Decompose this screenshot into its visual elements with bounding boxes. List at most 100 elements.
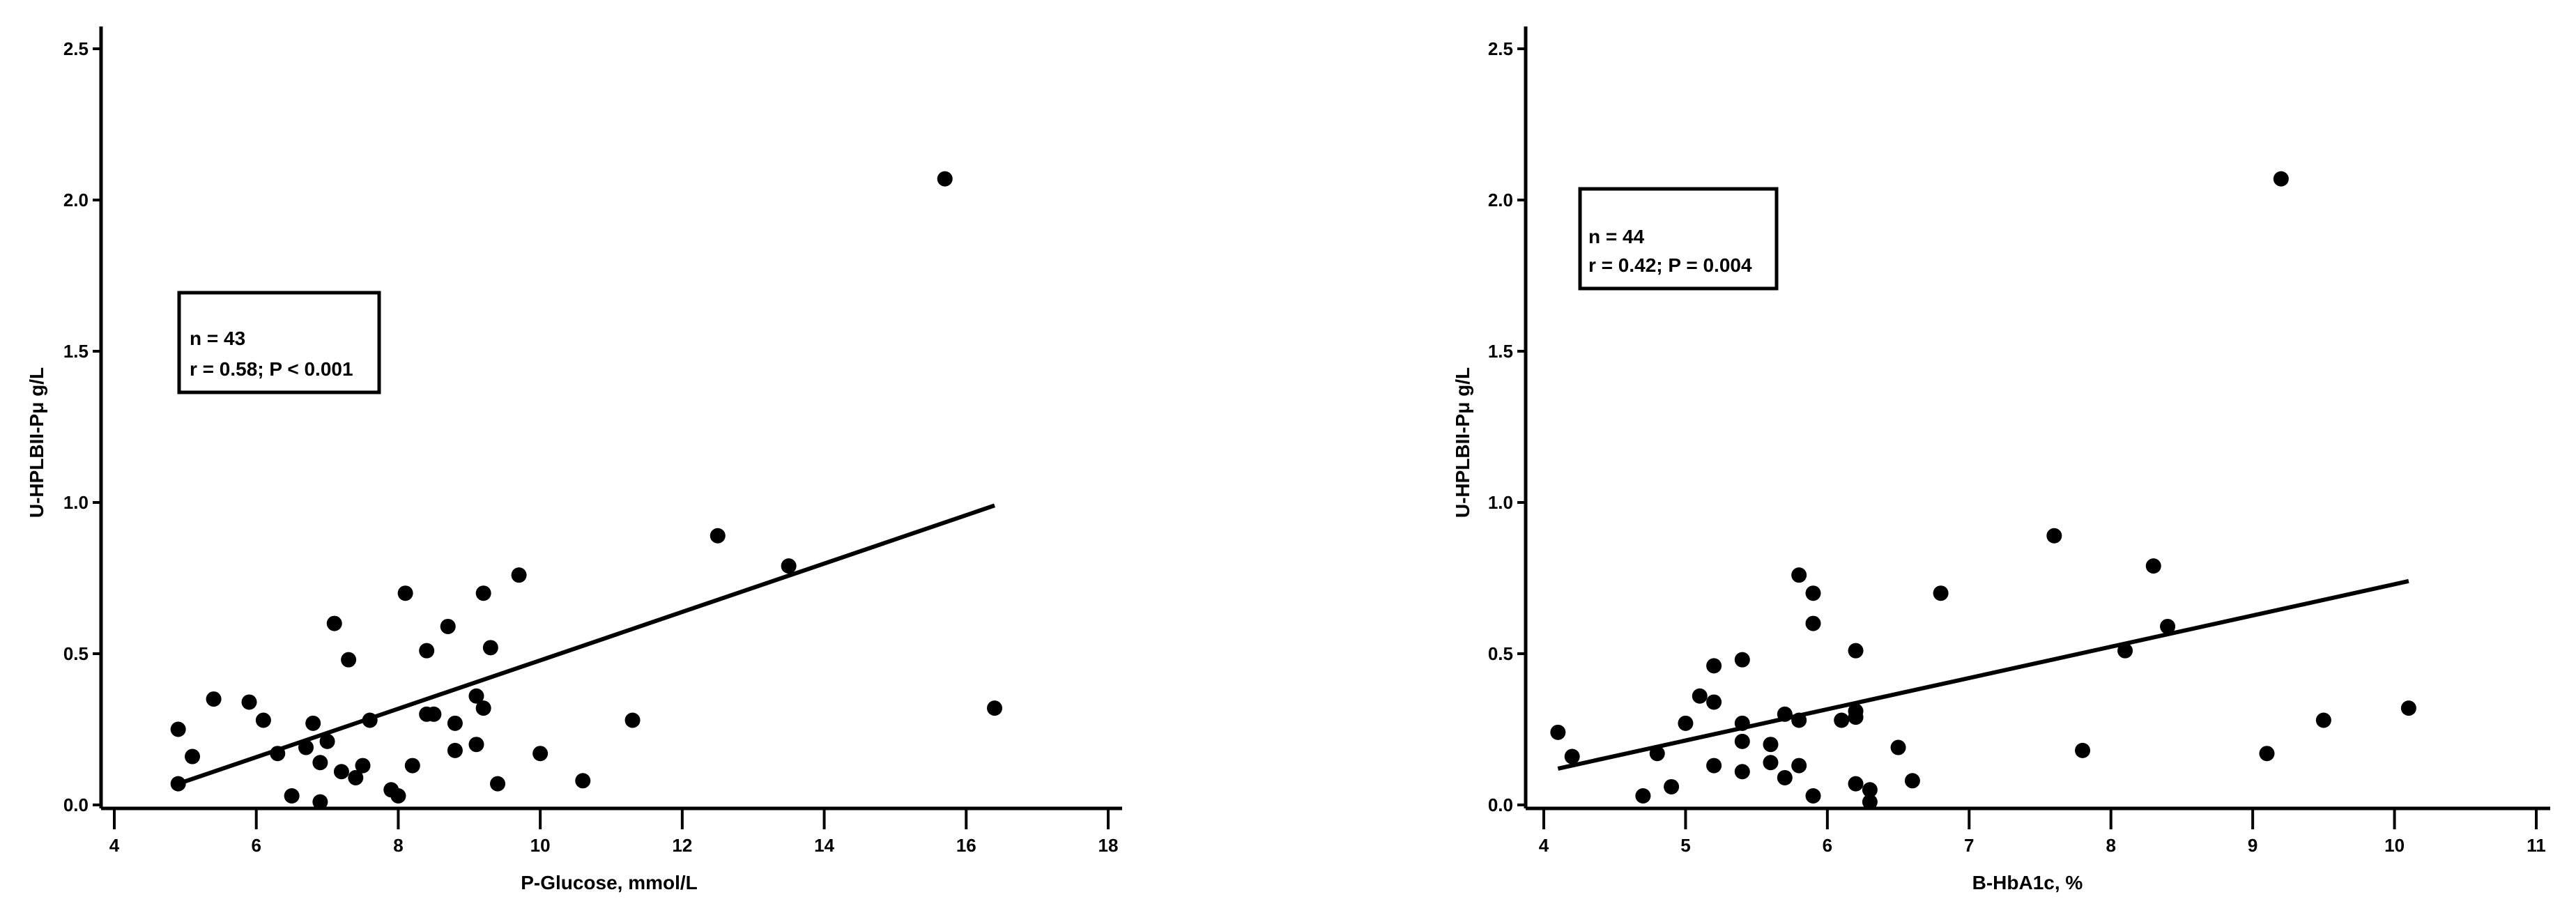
data-point — [241, 694, 257, 710]
x-tick-label: 11 — [2527, 835, 2546, 856]
y-tick-label: 2.0 — [1488, 190, 1513, 210]
data-point — [206, 691, 222, 707]
y-tick-label: 1.0 — [63, 492, 89, 513]
x-tick-label: 16 — [956, 835, 976, 856]
data-point — [355, 758, 371, 774]
data-point — [2400, 700, 2416, 716]
data-point — [1862, 794, 1878, 810]
data-point — [447, 715, 463, 731]
data-point — [1550, 724, 1566, 740]
stats-correlation-text: r = 0.42; P = 0.004 — [1588, 254, 1752, 276]
data-point — [490, 776, 506, 792]
x-tick-label: 10 — [2384, 835, 2405, 856]
regression-line — [1557, 578, 2409, 771]
x-tick-label: 14 — [814, 835, 834, 856]
data-point — [987, 700, 1003, 716]
glucose-scatter-chart: n = 43 r = 0.58; P < 0.001 P-Glucose, mm… — [26, 26, 1122, 893]
stats-correlation-text: r = 0.58; P < 0.001 — [190, 358, 353, 380]
data-point — [440, 618, 456, 634]
data-point — [482, 640, 498, 656]
data-point — [1933, 585, 1949, 601]
y-tick-label: 0.5 — [1488, 643, 1513, 664]
y-tick-label: 1.5 — [1488, 341, 1513, 362]
data-point — [2117, 643, 2133, 659]
data-point — [305, 715, 321, 731]
data-point — [1734, 715, 1750, 731]
y-tick-label: 0.0 — [1488, 794, 1513, 815]
data-point — [1904, 773, 1920, 789]
stats-box — [1578, 187, 1779, 291]
data-point — [390, 787, 406, 804]
data-point — [1805, 615, 1821, 631]
data-point — [532, 746, 549, 762]
data-point — [270, 746, 286, 762]
x-tick-label: 12 — [672, 835, 692, 856]
x-tick-label: 10 — [530, 835, 551, 856]
data-point — [2160, 618, 2176, 634]
y-axis-title: U-HPLBII-Pμ g/L — [26, 367, 47, 518]
data-point — [710, 528, 726, 544]
hba1c-scatter-chart: n = 44 r = 0.42; P = 0.004 B-HbA1c, % U-… — [1452, 26, 2550, 893]
data-point — [1862, 782, 1878, 798]
data-point — [1805, 585, 1821, 601]
data-point — [1848, 709, 1864, 725]
data-point — [1706, 658, 1722, 674]
data-point — [1734, 764, 1750, 780]
data-point — [1777, 706, 1793, 722]
data-point — [1777, 769, 1793, 785]
data-point — [937, 171, 953, 187]
data-point — [1706, 758, 1722, 774]
data-point — [348, 769, 364, 785]
data-point — [2145, 558, 2161, 574]
data-point — [1678, 715, 1694, 731]
data-point — [575, 773, 591, 789]
data-point — [1834, 712, 1850, 728]
data-point — [419, 643, 435, 659]
data-point — [1635, 787, 1651, 804]
x-tick-label: 8 — [2106, 835, 2115, 856]
data-point — [1763, 737, 1779, 753]
data-point — [468, 737, 484, 753]
stats-n-text: n = 44 — [1588, 226, 1645, 247]
data-point — [185, 748, 201, 765]
stats-n-text: n = 43 — [190, 328, 245, 349]
x-tick-label: 8 — [393, 835, 403, 856]
data-point — [397, 585, 413, 601]
data-point — [1848, 776, 1864, 792]
x-axis-title: P-Glucose, mmol/L — [521, 872, 698, 893]
data-point — [511, 567, 527, 583]
y-tick-label: 0.5 — [63, 643, 89, 664]
data-point — [2315, 712, 2331, 728]
y-tick-label: 2.0 — [63, 190, 89, 210]
data-point — [1805, 787, 1821, 804]
data-point — [341, 652, 357, 668]
data-point — [468, 688, 484, 704]
data-point — [475, 700, 491, 716]
data-point — [1692, 688, 1708, 704]
x-axis-title: B-HbA1c, % — [1972, 872, 2083, 893]
data-point — [1791, 712, 1807, 728]
data-point — [284, 787, 300, 804]
data-point — [312, 755, 328, 771]
data-point — [312, 794, 328, 810]
data-point — [1848, 643, 1864, 659]
x-tick-label: 4 — [1539, 835, 1549, 856]
regression-line — [177, 503, 995, 786]
data-point — [1734, 733, 1750, 749]
x-tick-label: 9 — [2248, 835, 2257, 856]
data-point — [624, 712, 641, 728]
data-point — [333, 764, 349, 780]
data-point — [475, 585, 491, 601]
x-tick-label: 7 — [1964, 835, 1974, 856]
data-point — [2046, 528, 2062, 544]
data-point — [1791, 567, 1807, 583]
data-point — [319, 733, 335, 749]
data-point — [1649, 746, 1665, 762]
data-point — [1791, 758, 1807, 774]
data-point — [426, 706, 442, 722]
stats-box — [177, 291, 381, 394]
data-point — [1564, 748, 1580, 765]
data-point — [298, 739, 314, 755]
data-point — [1763, 755, 1779, 771]
data-point — [2075, 742, 2091, 758]
